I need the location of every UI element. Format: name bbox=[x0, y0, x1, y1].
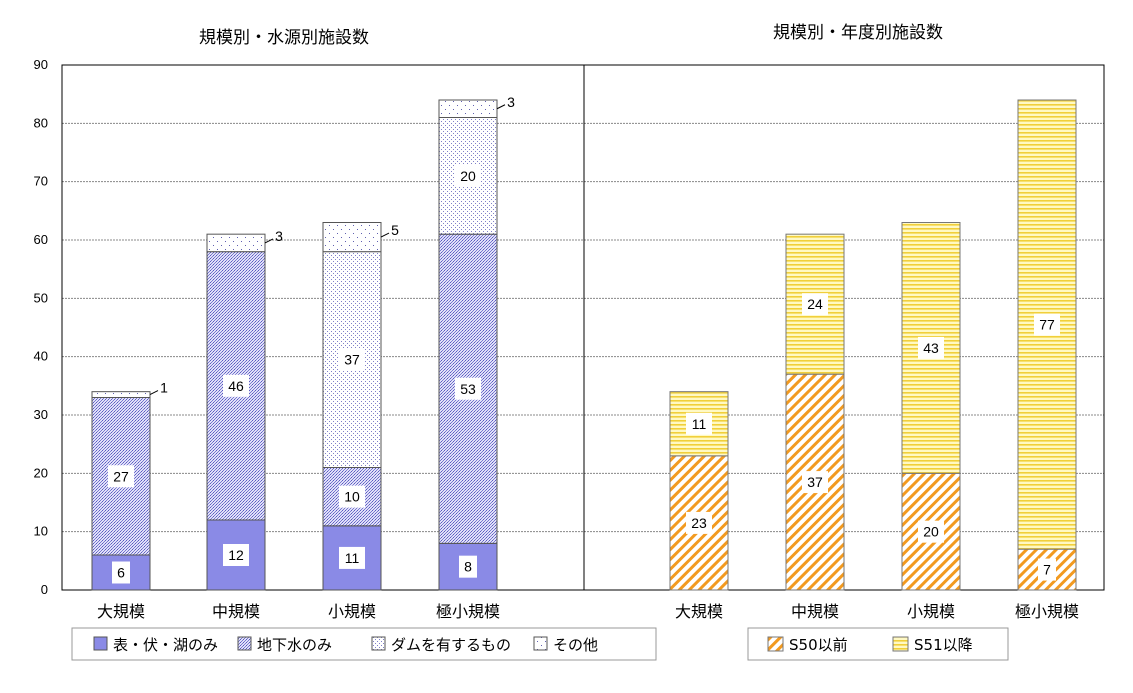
data-label: 7 bbox=[1043, 562, 1051, 578]
data-label-bg bbox=[918, 520, 944, 543]
legend-box bbox=[71, 627, 657, 661]
x-tick-label: 極小規模 bbox=[1015, 602, 1079, 621]
data-label-bg bbox=[339, 485, 365, 508]
chart-title: 規模別・年度別施設数 bbox=[773, 23, 943, 43]
chart-title: 規模別・水源別施設数 bbox=[199, 28, 369, 48]
data-label-bg bbox=[686, 511, 712, 534]
y-tick-label: 0 bbox=[41, 582, 48, 597]
y-tick-label: 60 bbox=[34, 232, 48, 247]
data-label: 3 bbox=[507, 94, 515, 110]
plot-frame bbox=[61, 64, 1105, 591]
data-label: 20 bbox=[923, 524, 939, 540]
data-label: 10 bbox=[344, 489, 360, 505]
data-label: 23 bbox=[691, 515, 707, 531]
data-label-bg bbox=[339, 546, 365, 569]
data-label: 46 bbox=[228, 378, 244, 394]
x-tick-label: 極小規模 bbox=[436, 602, 500, 621]
bar-segment bbox=[206, 233, 266, 253]
data-label-bg bbox=[918, 336, 944, 359]
data-label: 8 bbox=[464, 559, 472, 575]
data-label-bg bbox=[802, 471, 828, 494]
data-label-bg bbox=[459, 555, 477, 578]
y-tick-label: 30 bbox=[34, 407, 48, 422]
x-tick-label: 大規模 bbox=[97, 602, 145, 621]
data-label: 53 bbox=[460, 381, 476, 397]
legend-swatch bbox=[533, 636, 548, 651]
bar-segment bbox=[438, 542, 498, 591]
data-label: 77 bbox=[1039, 317, 1055, 333]
leader-line bbox=[264, 238, 274, 244]
bar-segment bbox=[438, 99, 498, 118]
data-label: 1 bbox=[160, 380, 168, 396]
legend-swatch bbox=[767, 636, 784, 652]
legend-swatch bbox=[371, 636, 386, 651]
data-label: 12 bbox=[228, 547, 244, 563]
y-tick-label: 70 bbox=[34, 174, 48, 189]
data-label-bg bbox=[1034, 313, 1060, 336]
data-label: 24 bbox=[807, 296, 823, 312]
y-tick-label: 10 bbox=[34, 524, 48, 539]
y-tick-label: 90 bbox=[34, 57, 48, 72]
legend-swatch bbox=[237, 636, 252, 651]
data-label-bg bbox=[686, 412, 712, 435]
y-tick-label: 80 bbox=[34, 115, 48, 130]
data-label-bg bbox=[223, 374, 249, 397]
leader-line bbox=[380, 232, 390, 238]
legend-swatch bbox=[93, 636, 108, 651]
x-tick-label: 小規模 bbox=[328, 602, 376, 621]
x-tick-label: 中規模 bbox=[212, 602, 260, 621]
data-label-bg bbox=[455, 164, 481, 187]
data-label: 5 bbox=[391, 222, 399, 238]
data-label: 37 bbox=[807, 474, 823, 490]
data-label-bg bbox=[339, 348, 365, 371]
data-label: 11 bbox=[692, 416, 707, 432]
legend-label: ダムを有するもの bbox=[391, 636, 511, 654]
data-label-bg bbox=[1038, 558, 1056, 581]
legend-label: 表・伏・湖のみ bbox=[113, 636, 218, 654]
legend-label: 地下水のみ bbox=[257, 636, 332, 654]
y-tick-label: 20 bbox=[34, 465, 48, 480]
data-label: 6 bbox=[117, 565, 125, 581]
bar-segment bbox=[322, 222, 382, 253]
x-tick-label: 小規模 bbox=[907, 602, 955, 621]
data-label: 3 bbox=[275, 228, 283, 244]
legend-label: S50以前 bbox=[789, 636, 848, 654]
bar-segment bbox=[91, 391, 151, 398]
x-tick-label: 大規模 bbox=[675, 602, 723, 621]
legend-swatch bbox=[892, 636, 909, 652]
legend-box bbox=[747, 627, 1009, 661]
leader-line bbox=[496, 104, 506, 110]
data-label-bg bbox=[112, 561, 130, 584]
legend-label: その他 bbox=[553, 636, 598, 654]
data-label: 43 bbox=[923, 340, 939, 356]
leader-line bbox=[149, 390, 159, 396]
data-label: 11 bbox=[345, 550, 360, 566]
x-tick-label: 中規模 bbox=[791, 602, 839, 621]
data-label-bg bbox=[223, 544, 249, 566]
data-label-bg bbox=[802, 293, 828, 316]
data-label: 37 bbox=[344, 352, 360, 368]
data-label-bg bbox=[455, 377, 481, 400]
legend-label: S51以降 bbox=[914, 636, 973, 654]
data-label: 20 bbox=[460, 168, 476, 184]
data-label: 27 bbox=[113, 468, 129, 484]
y-tick-label: 40 bbox=[34, 349, 48, 364]
data-label-bg bbox=[108, 465, 134, 488]
y-tick-label: 50 bbox=[34, 290, 48, 305]
